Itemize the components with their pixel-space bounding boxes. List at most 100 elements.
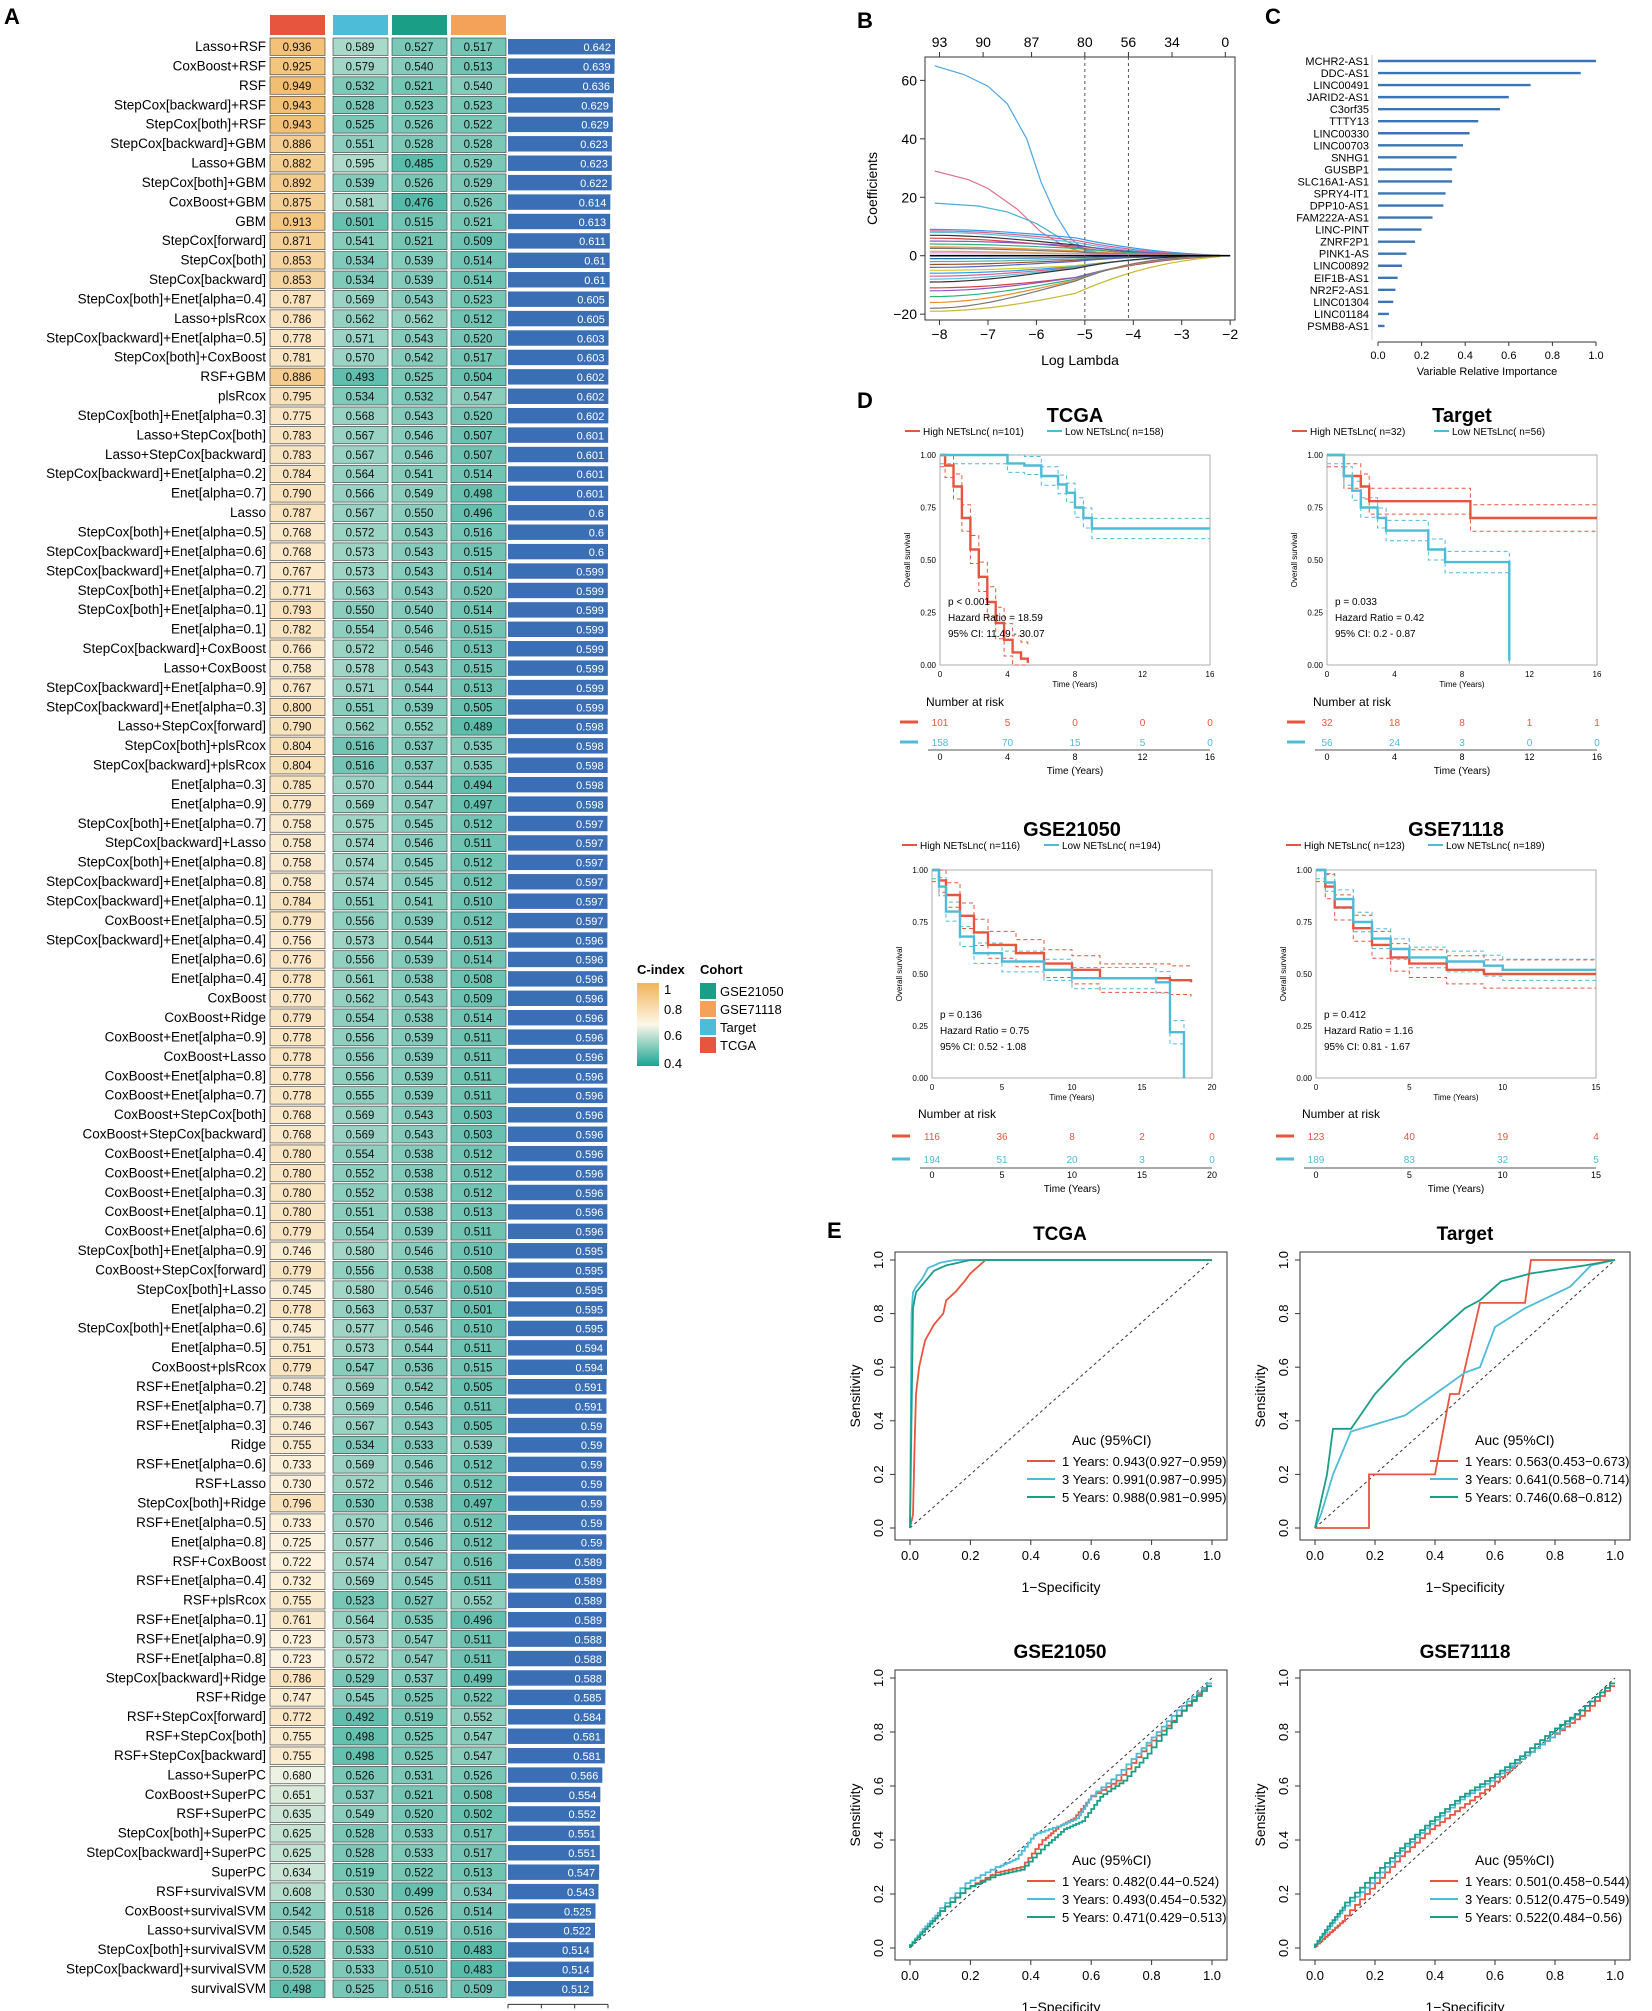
heat-value: 0.545: [346, 1693, 375, 1705]
heat-cell: [450, 1261, 507, 1280]
mean-bar: [508, 1631, 606, 1647]
heat-value: 0.569: [346, 799, 375, 811]
heat-value: 0.780: [283, 1168, 312, 1180]
heat-value: 0.528: [346, 1829, 375, 1841]
heat-cell: [269, 1164, 326, 1183]
low-survival-curve: [1316, 868, 1596, 971]
heat-cell: [332, 1863, 389, 1882]
heat-value: 0.509: [464, 1984, 493, 1996]
high-survival-curve: [1316, 868, 1596, 976]
mean-bar: [508, 1340, 607, 1356]
risk-high-count: 123: [1308, 1132, 1325, 1143]
heat-value: 0.510: [464, 1246, 493, 1258]
cohort-swatch-gse21050: [700, 983, 716, 999]
mean-label: 0.597: [576, 858, 604, 870]
roc-y-tick-label: 0.6: [1276, 1777, 1291, 1795]
cohort-swatch-tcga: [700, 1037, 716, 1053]
mean-label: 0.591: [575, 1382, 603, 1394]
heat-cell: [332, 717, 389, 736]
heat-cell: [450, 1843, 507, 1862]
mean-bar: [508, 485, 609, 502]
survival-curves: TCGA High NETsLnc( n=101) Low NETsLnc( n=1…: [892, 405, 1602, 1195]
heat-value: 0.572: [346, 528, 375, 540]
mean-bar: [508, 252, 610, 269]
row-label: StepCox[both]+plsRcox: [125, 738, 267, 753]
km-pvalue: p = 0.033: [1335, 597, 1377, 608]
heat-cell: [332, 1164, 389, 1183]
heat-value: 0.546: [405, 1401, 434, 1413]
mean-bar: [508, 971, 608, 987]
heat-cell: [450, 1105, 507, 1124]
heat-value: 0.527: [405, 42, 434, 54]
heat-cell: [332, 134, 389, 153]
heat-value: 0.547: [464, 1751, 493, 1763]
heat-value: 0.501: [346, 217, 375, 229]
cohort-swatch-target: [700, 1019, 716, 1035]
heat-value: 0.555: [346, 1091, 375, 1103]
roc-frame: [894, 1669, 1228, 1961]
heat-cell: [269, 1843, 326, 1862]
mean-bar: [508, 505, 608, 521]
coefficient-path: [929, 255, 1221, 309]
roc-legend-label: 5 Years: 0.471(0.429−0.513): [1062, 1910, 1226, 1925]
heat-cell: [391, 1144, 448, 1163]
heat-value: 0.778: [283, 1304, 312, 1316]
heat-value: 0.546: [405, 1324, 434, 1336]
row-label: Enet[alpha=0.3]: [171, 777, 266, 792]
mean-bar: [508, 1165, 608, 1181]
heat-value: 0.546: [405, 430, 434, 442]
row-label: StepCox[both]+Enet[alpha=0.7]: [78, 816, 266, 831]
heat-cell: [269, 154, 326, 173]
heat-cell: [269, 1940, 326, 1959]
mean-label: 0.595: [576, 1304, 604, 1316]
heat-value: 0.502: [464, 1809, 493, 1821]
heat-value: 0.509: [464, 236, 493, 248]
heat-cell: [391, 1008, 448, 1027]
heat-cell: [450, 1766, 507, 1785]
heat-cell: [269, 736, 326, 755]
risk-table-title: Number at risk: [926, 695, 1005, 709]
heat-value: 0.569: [346, 1576, 375, 1588]
heat-value: 0.521: [464, 217, 493, 229]
mean-label: 0.639: [583, 61, 611, 73]
row-label: RSF+Lasso: [195, 1476, 266, 1491]
row-label: CoxBoost+Ridge: [164, 1010, 266, 1025]
heat-cell: [332, 484, 389, 503]
x-axis-label: Log Lambda: [1041, 352, 1119, 368]
heat-value: 0.528: [346, 1848, 375, 1860]
heat-cell: [391, 445, 448, 464]
heat-cell: [332, 1921, 389, 1940]
km-title: TCGA: [1047, 405, 1104, 427]
mean-bar: [508, 1281, 608, 1298]
risk-high-count: 8: [1069, 1132, 1075, 1143]
heat-value: 0.512: [464, 314, 493, 326]
roc-y-tick-label: 1.0: [871, 1251, 886, 1269]
km-y-label: Overall survival: [1279, 946, 1288, 1001]
mean-label: 0.599: [576, 566, 604, 578]
risk-high-count: 0: [1209, 1132, 1215, 1143]
km-y-tick: 0.50: [912, 970, 928, 979]
roc-y-tick-label: 0.0: [1276, 1519, 1291, 1537]
heat-value: 0.634: [283, 1867, 312, 1879]
heat-cell: [332, 1066, 389, 1085]
roc-y-tick-label: 0.6: [871, 1358, 886, 1376]
heat-cell: [450, 95, 507, 114]
km-ci: 95% CI: 11.49 - 30.07: [948, 629, 1045, 640]
heat-cell: [269, 1183, 326, 1202]
heat-value: 0.543: [405, 294, 434, 306]
heat-value: 0.541: [405, 469, 434, 481]
heat-value: 0.913: [283, 217, 312, 229]
heat-cell: [332, 1105, 389, 1124]
roc-curves: TCGA 0.0 0.0 0.2 0.2 0.4 0.4 0.6 0.6 0.8 0.8 1.0 1.0…: [847, 1224, 1631, 2011]
heat-value: 0.514: [464, 1013, 493, 1025]
heat-cell: [450, 581, 507, 600]
roc-x-tick-label: 0.2: [961, 1968, 979, 1983]
row-label: RSF+Enet[alpha=0.5]: [136, 1515, 266, 1530]
cindex-colorbar: [637, 983, 659, 1066]
heat-value: 0.567: [346, 1421, 375, 1433]
roc-legend-label: 1 Years: 0.943(0.927−0.959): [1062, 1454, 1226, 1469]
row-label: CoxBoost+Enet[alpha=0.4]: [105, 1146, 266, 1161]
panel-label-b: B: [857, 8, 873, 33]
heat-value: 0.498: [346, 1732, 375, 1744]
roc-x-label: 1−Specificity: [1022, 1999, 1101, 2011]
